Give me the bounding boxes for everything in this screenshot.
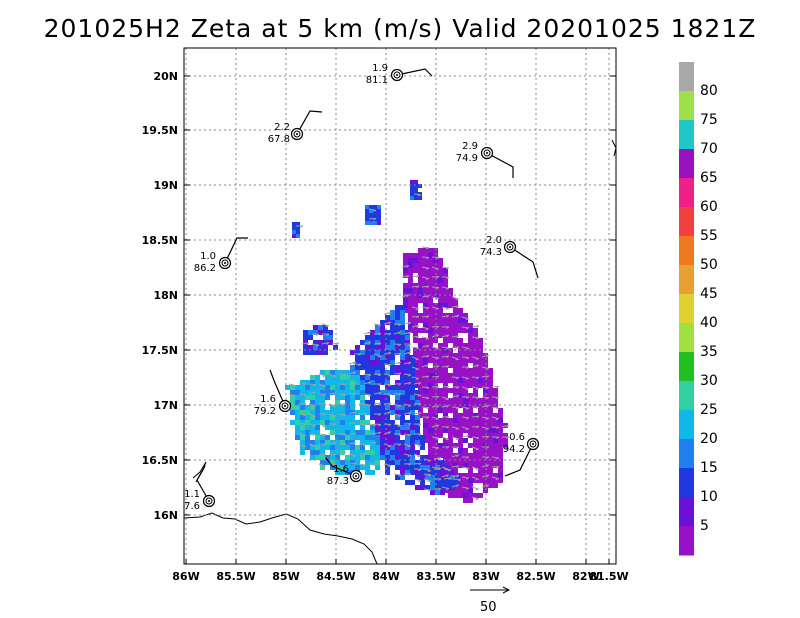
station-marker: 2.267.8 xyxy=(268,110,323,145)
colorbar-label: 20 xyxy=(700,431,718,447)
colorbar-segment xyxy=(679,91,694,121)
colorbar-label: 15 xyxy=(700,460,718,476)
station-value-bottom: 7.6 xyxy=(184,501,200,512)
colorbar-segment xyxy=(679,410,694,440)
lat-tick-label: 20N xyxy=(153,70,178,83)
colorbar-segment xyxy=(679,178,694,208)
lat-tick-label: 16.5N xyxy=(142,454,178,467)
station-value-bottom: 67.8 xyxy=(268,134,290,145)
colorbar-label: 55 xyxy=(700,228,718,244)
station-marker: 0.694.2 xyxy=(503,432,540,477)
map-frame xyxy=(183,47,617,565)
lon-tick-label: 85W xyxy=(272,570,299,583)
coastline-east xyxy=(611,139,616,157)
colorbar-label: 70 xyxy=(700,141,718,157)
colorbar-segment xyxy=(679,236,694,266)
station-value-top: 2.2 xyxy=(274,122,290,133)
wind-vector-field xyxy=(288,193,510,501)
station-value-bottom: 74.3 xyxy=(480,247,502,258)
vector-scale-label: 50 xyxy=(480,600,497,615)
radar-echo-field xyxy=(285,180,508,503)
lon-tick-label: 82.5W xyxy=(516,570,555,583)
colorbar-segment xyxy=(679,381,694,411)
lon-tick-label: 82W xyxy=(572,570,599,583)
colorbar-segment xyxy=(679,526,694,556)
station-markers: 1.981.12.267.82.974.91.086.22.074.31.679… xyxy=(184,63,540,512)
colorbar-segment xyxy=(679,120,694,150)
station-value-top: 0.6 xyxy=(509,432,525,443)
station-marker: 1.981.1 xyxy=(366,63,433,86)
lat-tick-label: 17.5N xyxy=(142,344,178,357)
station-value-top: 1.1 xyxy=(184,489,200,500)
lat-tick-label: 19N xyxy=(153,179,178,192)
station-marker: 1.17.6 xyxy=(184,465,216,512)
colorbar-segment xyxy=(679,439,694,469)
lat-lon-grid xyxy=(184,48,616,564)
colorbar-label: 45 xyxy=(700,286,718,302)
station-value-bottom: 81.1 xyxy=(366,75,388,86)
lon-tick-label: 84W xyxy=(372,570,399,583)
lon-tick-label: 83W xyxy=(472,570,499,583)
lon-tick-label: 85.5W xyxy=(216,570,255,583)
colorbar-segment xyxy=(679,207,694,237)
lat-tick-label: 18.5N xyxy=(142,234,178,247)
station-value-top: 1.0 xyxy=(200,251,216,262)
lat-tick-label: 19.5N xyxy=(142,124,178,137)
colorbar-segment xyxy=(679,294,694,324)
latitude-labels: 20N 19.5N 19N 18.5N 18N 17.5N 17N 16.5N 16N xyxy=(142,70,178,522)
lat-tick-label: 18N xyxy=(153,289,178,302)
colorbar-segment xyxy=(679,323,694,353)
colorbar-segment xyxy=(679,149,694,179)
colorbar-label: 25 xyxy=(700,402,718,418)
station-marker: 1.687.3 xyxy=(325,457,363,487)
station-value-top: 1.9 xyxy=(372,63,388,74)
station-value-bottom: 79.2 xyxy=(254,406,276,417)
colorbar-label: 10 xyxy=(700,489,718,505)
station-marker: 1.679.2 xyxy=(254,369,292,417)
colorbar-segment xyxy=(679,468,694,498)
station-value-bottom: 87.3 xyxy=(327,476,349,487)
station-value-top: 2.9 xyxy=(462,141,478,152)
lon-tick-label: 84.5W xyxy=(316,570,355,583)
colorbar-label: 30 xyxy=(700,373,718,389)
colorbar-label: 40 xyxy=(700,315,718,331)
lon-tick-label: 83.5W xyxy=(416,570,455,583)
lat-tick-label: 17N xyxy=(153,399,178,412)
map-title: 201025H2 Zeta at 5 km (m/s) Valid 202010… xyxy=(43,14,757,43)
station-marker: 1.086.2 xyxy=(194,237,248,274)
colorbar-segment xyxy=(679,265,694,295)
colorbar: 80 75 70 65 60 55 50 45 40 35 30 25 20 15 10 5 xyxy=(679,62,718,556)
station-marker: 2.074.3 xyxy=(480,235,539,279)
lon-tick-label: 81.5W xyxy=(589,570,628,583)
coastline xyxy=(184,512,378,564)
station-value-top: 2.0 xyxy=(486,235,502,246)
colorbar-label: 80 xyxy=(700,83,718,99)
lat-tick-label: 16N xyxy=(153,509,178,522)
colorbar-label: 60 xyxy=(700,199,718,215)
colorbar-label: 35 xyxy=(700,344,718,360)
station-value-bottom: 86.2 xyxy=(194,263,216,274)
station-value-top: 1.6 xyxy=(260,394,276,405)
colorbar-segment xyxy=(679,352,694,382)
colorbar-segment xyxy=(679,497,694,527)
colorbar-segment xyxy=(679,62,694,92)
coastline-island xyxy=(192,461,207,483)
station-value-bottom: 94.2 xyxy=(503,444,525,455)
lon-tick-label: 86W xyxy=(172,570,199,583)
colorbar-label: 50 xyxy=(700,257,718,273)
station-value-bottom: 74.9 xyxy=(456,153,478,164)
vector-scale: 50 xyxy=(470,586,511,615)
colorbar-label: 5 xyxy=(700,518,709,534)
station-marker: 2.974.9 xyxy=(456,141,514,178)
station-value-top: 1.6 xyxy=(333,464,349,475)
colorbar-label: 75 xyxy=(700,112,718,128)
colorbar-label: 65 xyxy=(700,170,718,186)
